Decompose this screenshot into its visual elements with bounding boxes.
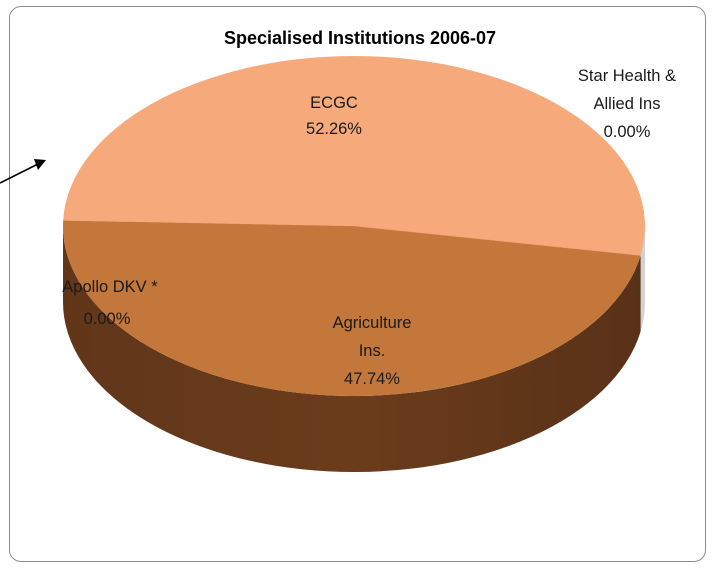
- pie-slice-ecgc: [63, 56, 645, 256]
- chart-title: Specialised Institutions 2006-07: [224, 28, 496, 48]
- data-label-star-health-name-1: Star Health &: [578, 67, 676, 85]
- data-label-agriculture-value: 47.74%: [344, 370, 400, 388]
- data-label-apollo-name: Apollo DKV *: [62, 278, 158, 296]
- data-label-ecgc: ECGC 52.26%: [306, 94, 362, 138]
- data-label-star-health: Star Health & Allied Ins 0.00%: [578, 67, 676, 141]
- pie-side-shading: [63, 226, 645, 472]
- data-label-ecgc-name: ECGC: [310, 94, 358, 112]
- data-label-agriculture: Agriculture Ins. 47.74%: [333, 314, 412, 388]
- pie-group: [62, 56, 645, 473]
- data-label-apollo-value: 0.00%: [84, 310, 131, 328]
- pie-slice-star-health-allied-ins: [353, 225, 641, 256]
- data-label-agriculture-name-2: Ins.: [359, 342, 386, 360]
- pointer-arrow-icon: [0, 159, 46, 184]
- data-label-ecgc-value: 52.26%: [306, 120, 362, 138]
- data-label-agriculture-name-1: Agriculture: [333, 314, 412, 332]
- pie-slice-agriculture-ins: [62, 220, 641, 397]
- data-label-apollo: Apollo DKV * 0.00%: [62, 278, 158, 328]
- data-label-star-health-name-2: Allied Ins: [594, 95, 661, 113]
- data-label-star-health-value: 0.00%: [604, 123, 651, 141]
